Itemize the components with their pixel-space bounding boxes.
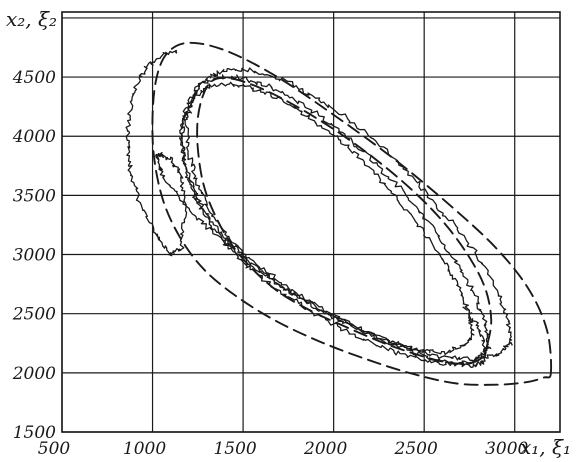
x-tick-label: 3000: [485, 439, 528, 459]
y-tick-label: 4500: [12, 68, 56, 88]
plot-frame: [61, 11, 561, 433]
y-tick-label: 4000: [12, 127, 56, 147]
grid: [61, 11, 561, 433]
y-tick-label: 1500: [13, 423, 56, 443]
x-axis-label: x₁, ξ₁: [520, 435, 571, 459]
dashed-estimate-curve-1: [196, 76, 493, 365]
x-tick-label: 2000: [303, 439, 347, 459]
dashed-estimate-curve-2: [151, 41, 553, 386]
y-axis-label: x₂, ξ₂: [6, 7, 57, 31]
x-tick-label: 2500: [394, 439, 438, 459]
trajectory-curve-6: [125, 49, 487, 369]
trajectory-curve-3: [184, 67, 513, 362]
y-tick-label: 2500: [12, 305, 56, 325]
y-tick-label: 3000: [13, 246, 56, 266]
tick-labels: 500 1000 1500 2000 2500 3000 1500 2000 2500 3000 3…: [12, 68, 529, 459]
x-tick-label: 1000: [123, 439, 166, 459]
y-tick-label: 3500: [13, 186, 56, 206]
x-tick-label: 500: [38, 439, 71, 459]
plot-series: [125, 41, 553, 386]
trajectory-curve-4: [179, 74, 492, 367]
y-tick-label: 2000: [12, 364, 56, 384]
x-tick-label: 1500: [213, 439, 256, 459]
